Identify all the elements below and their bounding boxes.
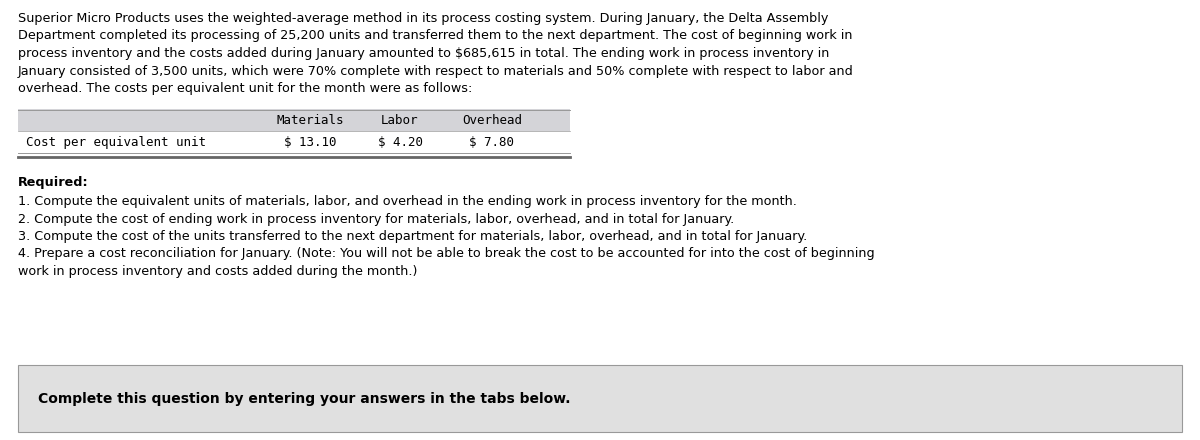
Text: overhead. The costs per equivalent unit for the month were as follows:: overhead. The costs per equivalent unit …: [18, 82, 473, 95]
Text: $ 7.80: $ 7.80: [469, 136, 515, 149]
Text: work in process inventory and costs added during the month.): work in process inventory and costs adde…: [18, 265, 418, 278]
Text: 2. Compute the cost of ending work in process inventory for materials, labor, ov: 2. Compute the cost of ending work in pr…: [18, 213, 734, 225]
Text: 1. Compute the equivalent units of materials, labor, and overhead in the ending : 1. Compute the equivalent units of mater…: [18, 195, 797, 208]
Bar: [18, 365, 1182, 432]
Text: Required:: Required:: [18, 176, 89, 188]
Text: Materials: Materials: [276, 114, 343, 127]
Text: Department completed its processing of 25,200 units and transferred them to the : Department completed its processing of 2…: [18, 29, 852, 43]
Text: process inventory and the costs added during January amounted to $685,615 in tot: process inventory and the costs added du…: [18, 47, 829, 60]
Text: Overhead: Overhead: [462, 114, 522, 127]
Text: 4. Prepare a cost reconciliation for January. (Note: You will not be able to bre: 4. Prepare a cost reconciliation for Jan…: [18, 247, 875, 260]
Text: Superior Micro Products uses the weighted-average method in its process costing : Superior Micro Products uses the weighte…: [18, 12, 828, 25]
Text: Labor: Labor: [382, 114, 419, 127]
Text: $ 4.20: $ 4.20: [378, 136, 422, 149]
Text: 3. Compute the cost of the units transferred to the next department for material: 3. Compute the cost of the units transfe…: [18, 230, 808, 243]
Text: Complete this question by entering your answers in the tabs below.: Complete this question by entering your …: [38, 392, 570, 406]
Bar: [18, 110, 570, 132]
Text: January consisted of 3,500 units, which were 70% complete with respect to materi: January consisted of 3,500 units, which …: [18, 65, 853, 77]
Text: Cost per equivalent unit: Cost per equivalent unit: [26, 136, 206, 149]
Text: $ 13.10: $ 13.10: [283, 136, 336, 149]
